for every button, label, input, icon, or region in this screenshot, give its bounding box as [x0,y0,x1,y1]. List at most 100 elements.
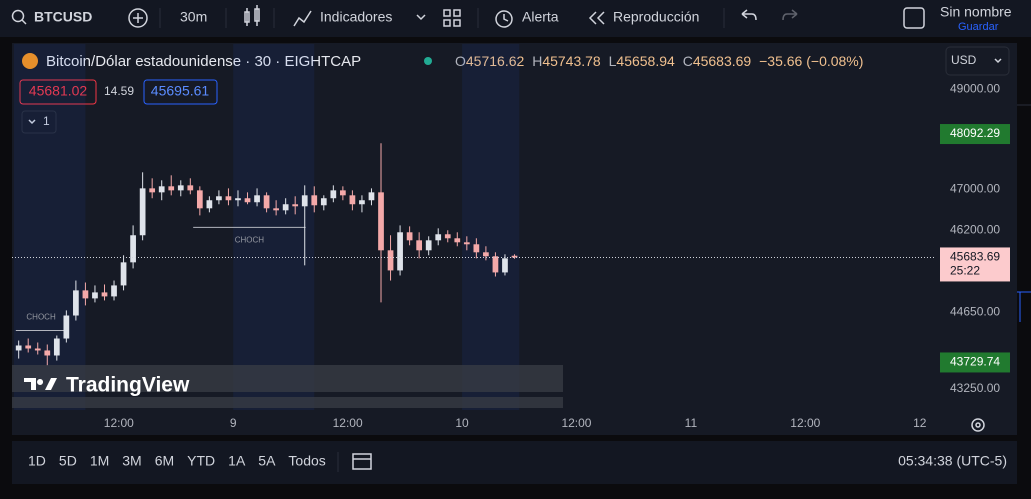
high-value: 45743.78 [542,53,601,69]
candle-body [63,315,70,339]
candle-body [44,350,51,356]
timeframe-button[interactable]: 3M [122,453,141,469]
candle-body [435,234,442,241]
timeframe-button[interactable]: YTD [187,453,215,469]
annotation-label: CHOCH [26,313,56,322]
indicators-icon[interactable] [293,10,312,27]
candle-body [292,204,299,207]
candle-body [101,292,108,297]
candle-body [120,262,127,286]
candle-body [301,195,308,207]
candle-body [177,185,184,191]
candle-body [397,232,403,271]
timeframe-button[interactable]: 1M [90,453,109,469]
candle-body [225,196,232,201]
candle-body [349,195,356,205]
replay-icon[interactable] [588,11,605,25]
candle-body [254,195,260,203]
bitcoin-icon [22,53,38,69]
candle-body [359,200,365,205]
indicators-chevron[interactable] [416,14,426,21]
y-tick-label: 43250.00 [950,381,1000,395]
candle-body [92,292,98,299]
candle-body [111,285,117,297]
candle-body [263,195,270,209]
alert-icon[interactable] [495,10,513,28]
candle-body [492,256,499,273]
symbol-search[interactable]: BTCUSD [11,9,93,25]
candle-body [235,198,241,201]
candle-body [244,198,251,203]
redo-button[interactable] [782,9,798,21]
market-status [424,57,432,65]
bottom-toolbar [12,441,1017,484]
x-tick-label: 11 [685,416,698,430]
timeframe-button[interactable]: Todos [288,453,325,469]
alert-button[interactable]: Alerta [522,9,559,25]
candle-body [387,250,394,271]
templates-button[interactable] [443,9,461,27]
ask-price[interactable]: 45695.61 [151,83,210,99]
compare-button[interactable] [128,8,148,28]
indicator-toggle[interactable] [21,110,57,134]
candle-body [158,186,165,193]
indicator-count[interactable]: 1 [43,114,50,128]
candle-body [25,345,32,349]
candle-body [340,190,346,196]
watermark-text: TradingView [66,374,190,397]
high-label: H [532,53,542,69]
save-link[interactable]: Guardar [958,21,999,33]
annotation-label: CHOCH [235,235,265,244]
candle-body [425,240,432,251]
x-tick-label: 12:00 [333,416,363,430]
candle-body [483,252,489,257]
timeframe-button[interactable]: 1A [228,453,246,469]
candle-body [330,190,337,199]
currency-select[interactable] [945,46,1010,76]
watermark: TradingView [12,365,563,408]
session-band [13,44,86,410]
current-price-label: 45683.69 [950,250,1000,264]
candle-body [511,255,518,258]
replay-button[interactable]: Reproducción [613,9,699,25]
undo-button[interactable] [741,9,757,21]
candle-body [454,238,461,243]
timeframe-button[interactable]: 1D [28,453,46,469]
sell-box[interactable] [19,79,97,105]
candle-body [282,204,289,211]
candle-body [311,195,318,206]
price-label: 48092.29 [950,126,1000,140]
top-toolbar [0,0,1031,37]
bid-price[interactable]: 45681.02 [29,83,88,99]
buy-box[interactable] [143,79,218,105]
timeframe-button[interactable]: 5A [258,453,276,469]
currency[interactable]: USD [951,53,977,67]
ohlc-legend: O45716.62 H45743.78 L45658.94 C45683.69 … [455,53,863,69]
close-value: 45683.69 [693,53,752,69]
layout-name[interactable]: Sin nombre [940,4,1012,20]
candle-body [463,242,470,245]
go-to-date[interactable] [352,453,372,470]
chart-type-button[interactable] [244,5,260,26]
timeframe-button[interactable]: 5D [59,453,77,469]
symbol[interactable]: BTCUSD [34,9,92,25]
interval[interactable]: 30m [180,9,207,25]
x-tick-label: 12 [913,416,927,430]
indicators-button[interactable]: Indicadores [320,9,392,25]
candle-body [53,338,60,356]
y-tick-label: 49000.00 [950,81,1000,95]
x-tick-label: 9 [230,416,237,430]
plot: CHOCH CHOCH [12,143,935,366]
candle-body [73,290,79,316]
candle-body [187,185,194,191]
low-label: L [609,53,617,69]
candle-body [196,190,203,209]
timeframe-button[interactable]: 6M [155,453,174,469]
candle-body [149,188,156,193]
layout-icon[interactable] [903,7,925,29]
candle-body [216,196,222,201]
candle-body [168,186,175,191]
settings-button[interactable] [971,418,985,432]
x-tick-label: 12:00 [104,416,134,430]
